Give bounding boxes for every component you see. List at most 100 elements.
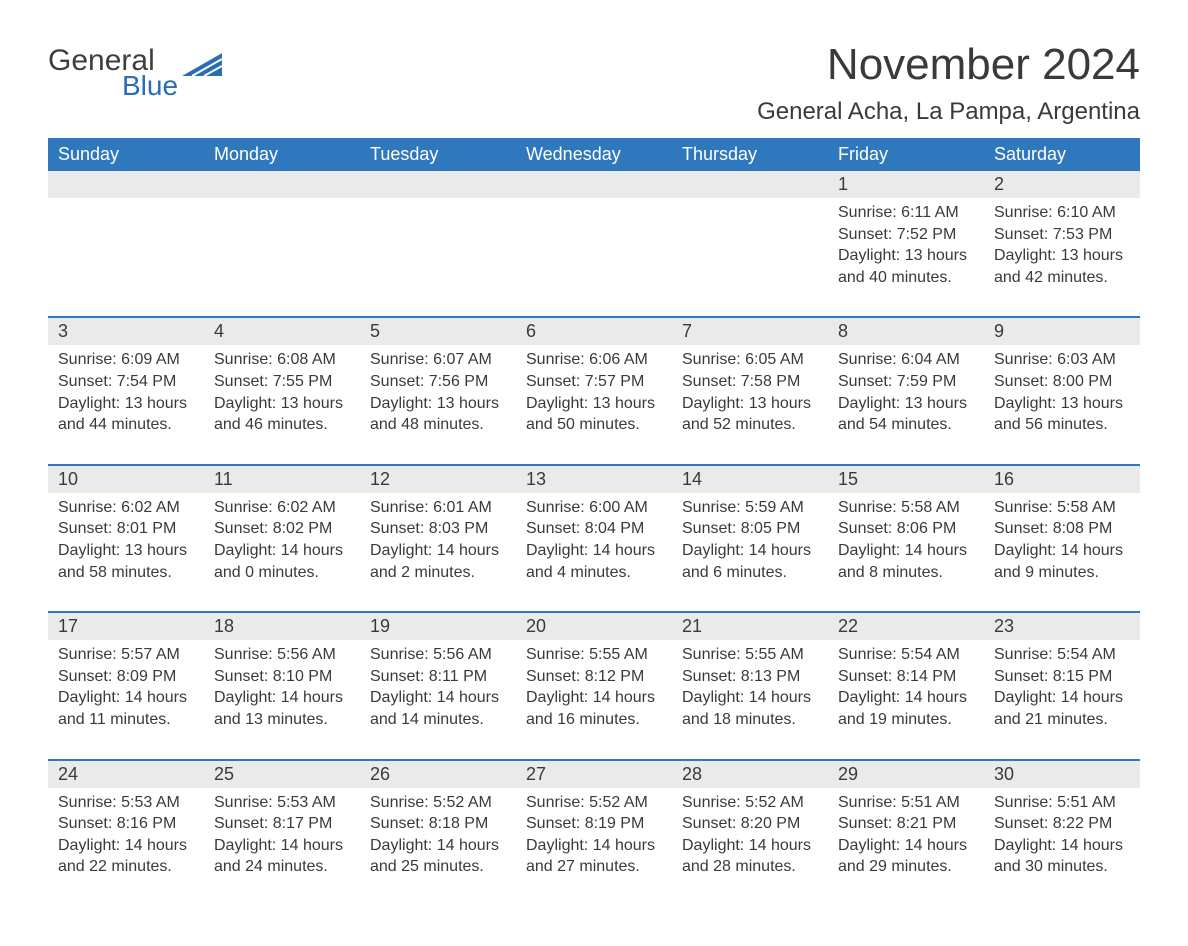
week-row: 10Sunrise: 6:02 AMSunset: 8:01 PMDayligh…: [48, 464, 1140, 611]
weekday-cell: Sunday: [48, 138, 204, 171]
day-sunrise: Sunrise: 5:53 AM: [58, 792, 194, 814]
day-daylight2: and 24 minutes.: [214, 856, 350, 878]
day-daylight1: Daylight: 14 hours: [682, 835, 818, 857]
day-cell: 15Sunrise: 5:58 AMSunset: 8:06 PMDayligh…: [828, 466, 984, 611]
day-cell: 23Sunrise: 5:54 AMSunset: 8:15 PMDayligh…: [984, 613, 1140, 758]
day-daylight2: and 28 minutes.: [682, 856, 818, 878]
day-sunset: Sunset: 8:21 PM: [838, 813, 974, 835]
day-sunset: Sunset: 8:06 PM: [838, 518, 974, 540]
day-sunrise: Sunrise: 5:57 AM: [58, 644, 194, 666]
day-number: 9: [984, 318, 1140, 345]
day-sunrise: Sunrise: 6:10 AM: [994, 202, 1130, 224]
day-daylight1: Daylight: 14 hours: [214, 540, 350, 562]
day-daylight2: and 13 minutes.: [214, 709, 350, 731]
day-daylight2: and 29 minutes.: [838, 856, 974, 878]
day-details: Sunrise: 6:11 AMSunset: 7:52 PMDaylight:…: [828, 198, 984, 288]
day-number: 28: [672, 761, 828, 788]
day-number: 23: [984, 613, 1140, 640]
day-number: 24: [48, 761, 204, 788]
day-sunrise: Sunrise: 5:59 AM: [682, 497, 818, 519]
day-details: Sunrise: 6:09 AMSunset: 7:54 PMDaylight:…: [48, 345, 204, 435]
day-sunset: Sunset: 8:09 PM: [58, 666, 194, 688]
day-cell: 18Sunrise: 5:56 AMSunset: 8:10 PMDayligh…: [204, 613, 360, 758]
day-daylight1: Daylight: 13 hours: [526, 393, 662, 415]
location-subtitle: General Acha, La Pampa, Argentina: [757, 98, 1140, 126]
day-details: Sunrise: 6:06 AMSunset: 7:57 PMDaylight:…: [516, 345, 672, 435]
day-details: Sunrise: 5:51 AMSunset: 8:22 PMDaylight:…: [984, 788, 1140, 878]
day-sunset: Sunset: 8:10 PM: [214, 666, 350, 688]
day-daylight2: and 2 minutes.: [370, 562, 506, 584]
day-cell: 22Sunrise: 5:54 AMSunset: 8:14 PMDayligh…: [828, 613, 984, 758]
day-number: [204, 171, 360, 198]
day-number: 25: [204, 761, 360, 788]
day-sunset: Sunset: 8:12 PM: [526, 666, 662, 688]
day-daylight2: and 9 minutes.: [994, 562, 1130, 584]
day-sunset: Sunset: 7:56 PM: [370, 371, 506, 393]
day-daylight2: and 25 minutes.: [370, 856, 506, 878]
day-sunset: Sunset: 8:13 PM: [682, 666, 818, 688]
day-daylight2: and 8 minutes.: [838, 562, 974, 584]
weekday-cell: Monday: [204, 138, 360, 171]
day-sunrise: Sunrise: 6:04 AM: [838, 349, 974, 371]
day-cell: 24Sunrise: 5:53 AMSunset: 8:16 PMDayligh…: [48, 761, 204, 906]
day-number: 22: [828, 613, 984, 640]
weekday-cell: Saturday: [984, 138, 1140, 171]
day-sunrise: Sunrise: 5:55 AM: [682, 644, 818, 666]
day-daylight1: Daylight: 13 hours: [994, 393, 1130, 415]
day-sunrise: Sunrise: 6:03 AM: [994, 349, 1130, 371]
day-sunrise: Sunrise: 5:54 AM: [994, 644, 1130, 666]
day-cell: 28Sunrise: 5:52 AMSunset: 8:20 PMDayligh…: [672, 761, 828, 906]
day-daylight1: Daylight: 14 hours: [838, 540, 974, 562]
day-number: [48, 171, 204, 198]
day-details: Sunrise: 5:55 AMSunset: 8:12 PMDaylight:…: [516, 640, 672, 730]
day-details: Sunrise: 6:01 AMSunset: 8:03 PMDaylight:…: [360, 493, 516, 583]
day-sunset: Sunset: 7:55 PM: [214, 371, 350, 393]
day-daylight2: and 56 minutes.: [994, 414, 1130, 436]
day-cell: 27Sunrise: 5:52 AMSunset: 8:19 PMDayligh…: [516, 761, 672, 906]
day-sunset: Sunset: 8:01 PM: [58, 518, 194, 540]
weekday-cell: Wednesday: [516, 138, 672, 171]
week-row: 1Sunrise: 6:11 AMSunset: 7:52 PMDaylight…: [48, 171, 1140, 316]
day-details: Sunrise: 6:02 AMSunset: 8:02 PMDaylight:…: [204, 493, 360, 583]
day-daylight1: Daylight: 14 hours: [214, 835, 350, 857]
day-number: 4: [204, 318, 360, 345]
day-number: 18: [204, 613, 360, 640]
day-daylight2: and 6 minutes.: [682, 562, 818, 584]
day-daylight1: Daylight: 13 hours: [994, 245, 1130, 267]
day-sunset: Sunset: 8:02 PM: [214, 518, 350, 540]
day-daylight2: and 21 minutes.: [994, 709, 1130, 731]
day-cell: 26Sunrise: 5:52 AMSunset: 8:18 PMDayligh…: [360, 761, 516, 906]
week-row: 24Sunrise: 5:53 AMSunset: 8:16 PMDayligh…: [48, 759, 1140, 906]
day-sunrise: Sunrise: 6:01 AM: [370, 497, 506, 519]
month-title: November 2024: [757, 40, 1140, 90]
day-cell: 10Sunrise: 6:02 AMSunset: 8:01 PMDayligh…: [48, 466, 204, 611]
day-cell: 25Sunrise: 5:53 AMSunset: 8:17 PMDayligh…: [204, 761, 360, 906]
empty-day-cell: [204, 171, 360, 316]
day-daylight1: Daylight: 14 hours: [370, 540, 506, 562]
day-daylight2: and 50 minutes.: [526, 414, 662, 436]
day-sunrise: Sunrise: 5:52 AM: [370, 792, 506, 814]
day-sunset: Sunset: 7:59 PM: [838, 371, 974, 393]
day-daylight2: and 54 minutes.: [838, 414, 974, 436]
day-daylight2: and 40 minutes.: [838, 267, 974, 289]
day-cell: 2Sunrise: 6:10 AMSunset: 7:53 PMDaylight…: [984, 171, 1140, 316]
day-daylight2: and 42 minutes.: [994, 267, 1130, 289]
day-daylight1: Daylight: 13 hours: [838, 245, 974, 267]
day-details: Sunrise: 5:53 AMSunset: 8:16 PMDaylight:…: [48, 788, 204, 878]
day-number: 21: [672, 613, 828, 640]
day-daylight2: and 52 minutes.: [682, 414, 818, 436]
day-sunrise: Sunrise: 5:52 AM: [682, 792, 818, 814]
day-daylight1: Daylight: 13 hours: [58, 540, 194, 562]
day-sunrise: Sunrise: 6:09 AM: [58, 349, 194, 371]
day-daylight1: Daylight: 14 hours: [682, 540, 818, 562]
day-daylight1: Daylight: 13 hours: [58, 393, 194, 415]
brand-word2: Blue: [122, 72, 178, 100]
day-sunset: Sunset: 7:54 PM: [58, 371, 194, 393]
day-daylight1: Daylight: 13 hours: [682, 393, 818, 415]
day-daylight2: and 11 minutes.: [58, 709, 194, 731]
day-details: Sunrise: 5:52 AMSunset: 8:20 PMDaylight:…: [672, 788, 828, 878]
day-details: Sunrise: 5:58 AMSunset: 8:08 PMDaylight:…: [984, 493, 1140, 583]
day-sunrise: Sunrise: 5:51 AM: [838, 792, 974, 814]
day-daylight2: and 44 minutes.: [58, 414, 194, 436]
day-number: 7: [672, 318, 828, 345]
